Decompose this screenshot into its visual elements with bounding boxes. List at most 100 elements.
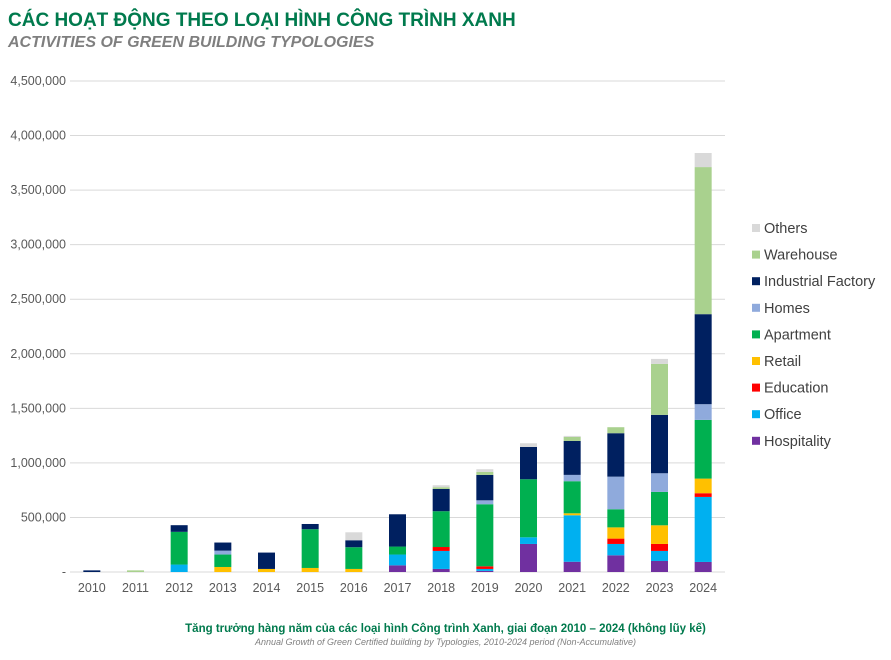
legend-label: Apartment	[764, 327, 831, 343]
chart-subtitle: ACTIVITIES OF GREEN BUILDING TYPOLOGIES	[8, 34, 375, 51]
bar-segment-industrial-factory	[563, 440, 581, 475]
x-tick-label: 2013	[209, 581, 237, 595]
bar-segment-hospitality	[520, 543, 537, 572]
bar-segment-warehouse	[476, 471, 494, 475]
y-tick-label: 2,000,000	[10, 347, 66, 361]
bar-segment-homes	[476, 500, 494, 505]
bar-segment-others	[520, 443, 537, 447]
legend-swatch	[752, 277, 760, 286]
bar-segment-industrial-factory	[389, 514, 406, 547]
bar-segment-office	[389, 554, 406, 566]
bar-segment-industrial-factory	[651, 414, 668, 474]
bar-segment-warehouse	[432, 487, 450, 489]
legend-swatch	[752, 383, 760, 392]
bar-segment-apartment	[651, 491, 668, 526]
legend-label: Industrial Factory	[764, 274, 876, 290]
bar-segment-others	[651, 358, 668, 364]
x-tick-label: 2014	[253, 581, 281, 595]
bar-segment-industrial-factory	[170, 525, 188, 532]
x-tick-label: 2021	[558, 581, 586, 595]
bar-segment-apartment	[476, 504, 494, 567]
bar-segment-homes	[607, 476, 625, 510]
bar-segment-retail	[345, 568, 363, 572]
bar-segment-retail	[651, 525, 668, 544]
bar-segment-industrial-factory	[476, 474, 494, 501]
bar-segment-education	[476, 566, 494, 569]
y-tick-label: 500,000	[21, 510, 66, 524]
bar-segment-hospitality	[607, 555, 625, 572]
bar-segment-retail	[301, 567, 319, 572]
x-tick-label: 2017	[384, 581, 412, 595]
bar-segment-industrial-factory	[258, 552, 275, 569]
bar-segment-homes	[694, 404, 712, 420]
legend-label: Homes	[764, 301, 810, 317]
legend-label: Warehouse	[764, 248, 838, 264]
x-tick-label: 2011	[122, 581, 149, 595]
bar-segment-others	[694, 153, 712, 168]
bar-segment-warehouse	[127, 570, 144, 572]
bar-segment-education	[694, 493, 712, 497]
y-tick-label: 3,500,000	[10, 183, 66, 197]
bar-segment-retail	[563, 513, 581, 516]
legend-swatch	[752, 330, 760, 339]
legend-swatch	[752, 410, 760, 419]
legend-swatch	[752, 357, 760, 365]
y-tick-label: 1,000,000	[10, 456, 66, 470]
x-tick-label: 2023	[646, 581, 674, 595]
bar-segment-apartment	[214, 554, 232, 567]
bar-segment-office	[607, 543, 625, 556]
bar-segment-others	[563, 435, 581, 437]
legend-label: Others	[764, 221, 808, 237]
bar-segment-office	[170, 564, 188, 572]
bar-segment-office	[563, 515, 581, 562]
bar-segment-industrial-factory	[345, 540, 363, 548]
legend-swatch	[752, 250, 760, 259]
x-tick-label: 2024	[689, 581, 717, 595]
y-tick-label: 3,000,000	[10, 238, 66, 252]
bar-segment-office	[432, 550, 450, 569]
bar-segment-industrial-factory	[214, 542, 232, 551]
bar-segment-apartment	[432, 511, 450, 548]
bar-segment-warehouse	[651, 363, 668, 415]
bar-segment-office	[651, 550, 668, 561]
bar-segment-hospitality	[563, 561, 581, 572]
chart-title: CÁC HOẠT ĐỘNG THEO LOẠI HÌNH CÔNG TRÌNH …	[8, 10, 516, 31]
bar-segment-education	[607, 538, 625, 544]
bar-segment-industrial-factory	[694, 314, 712, 405]
bar-segment-retail	[214, 566, 232, 572]
bar-segment-education	[432, 547, 450, 551]
y-tick-label: 1,500,000	[10, 401, 66, 415]
bar-segment-education	[651, 543, 668, 551]
x-tick-label: 2010	[78, 581, 106, 595]
bar-segment-industrial-factory	[607, 433, 625, 477]
bar-segment-hospitality	[432, 568, 450, 572]
bar-segment-others	[345, 532, 363, 541]
x-tick-label: 2016	[340, 581, 368, 595]
legend-label: Education	[764, 381, 829, 397]
bar-segment-apartment	[563, 481, 581, 514]
bar-segment-industrial-factory	[83, 570, 101, 572]
y-tick-label: 4,500,000	[10, 74, 66, 88]
bar-segment-homes	[214, 550, 232, 555]
bar-segment-apartment	[520, 479, 537, 538]
bar-segment-apartment	[170, 531, 188, 565]
bar-segment-warehouse	[694, 167, 712, 315]
bar-segment-apartment	[607, 509, 625, 528]
bar-segment-hospitality	[694, 561, 712, 572]
y-tick-label: 4,000,000	[10, 129, 66, 143]
legend-label: Hospitality	[764, 434, 832, 450]
x-tick-label: 2018	[427, 581, 455, 595]
bar-segment-industrial-factory	[301, 523, 319, 530]
x-tick-label: 2012	[165, 581, 193, 595]
bar-segment-warehouse	[607, 427, 625, 434]
caption-vietnamese: Tăng trưởng hàng năm của các loại hình C…	[185, 623, 706, 635]
x-tick-label: 2020	[515, 581, 543, 595]
y-tick-label: -	[62, 565, 66, 579]
bar-segment-apartment	[389, 546, 406, 555]
bar-segment-apartment	[345, 547, 363, 569]
legend-label: Retail	[764, 354, 801, 370]
bar-segment-apartment	[301, 529, 319, 568]
bar-segment-warehouse	[563, 436, 581, 441]
x-tick-label: 2019	[471, 581, 499, 595]
bar-segment-industrial-factory	[520, 446, 537, 480]
